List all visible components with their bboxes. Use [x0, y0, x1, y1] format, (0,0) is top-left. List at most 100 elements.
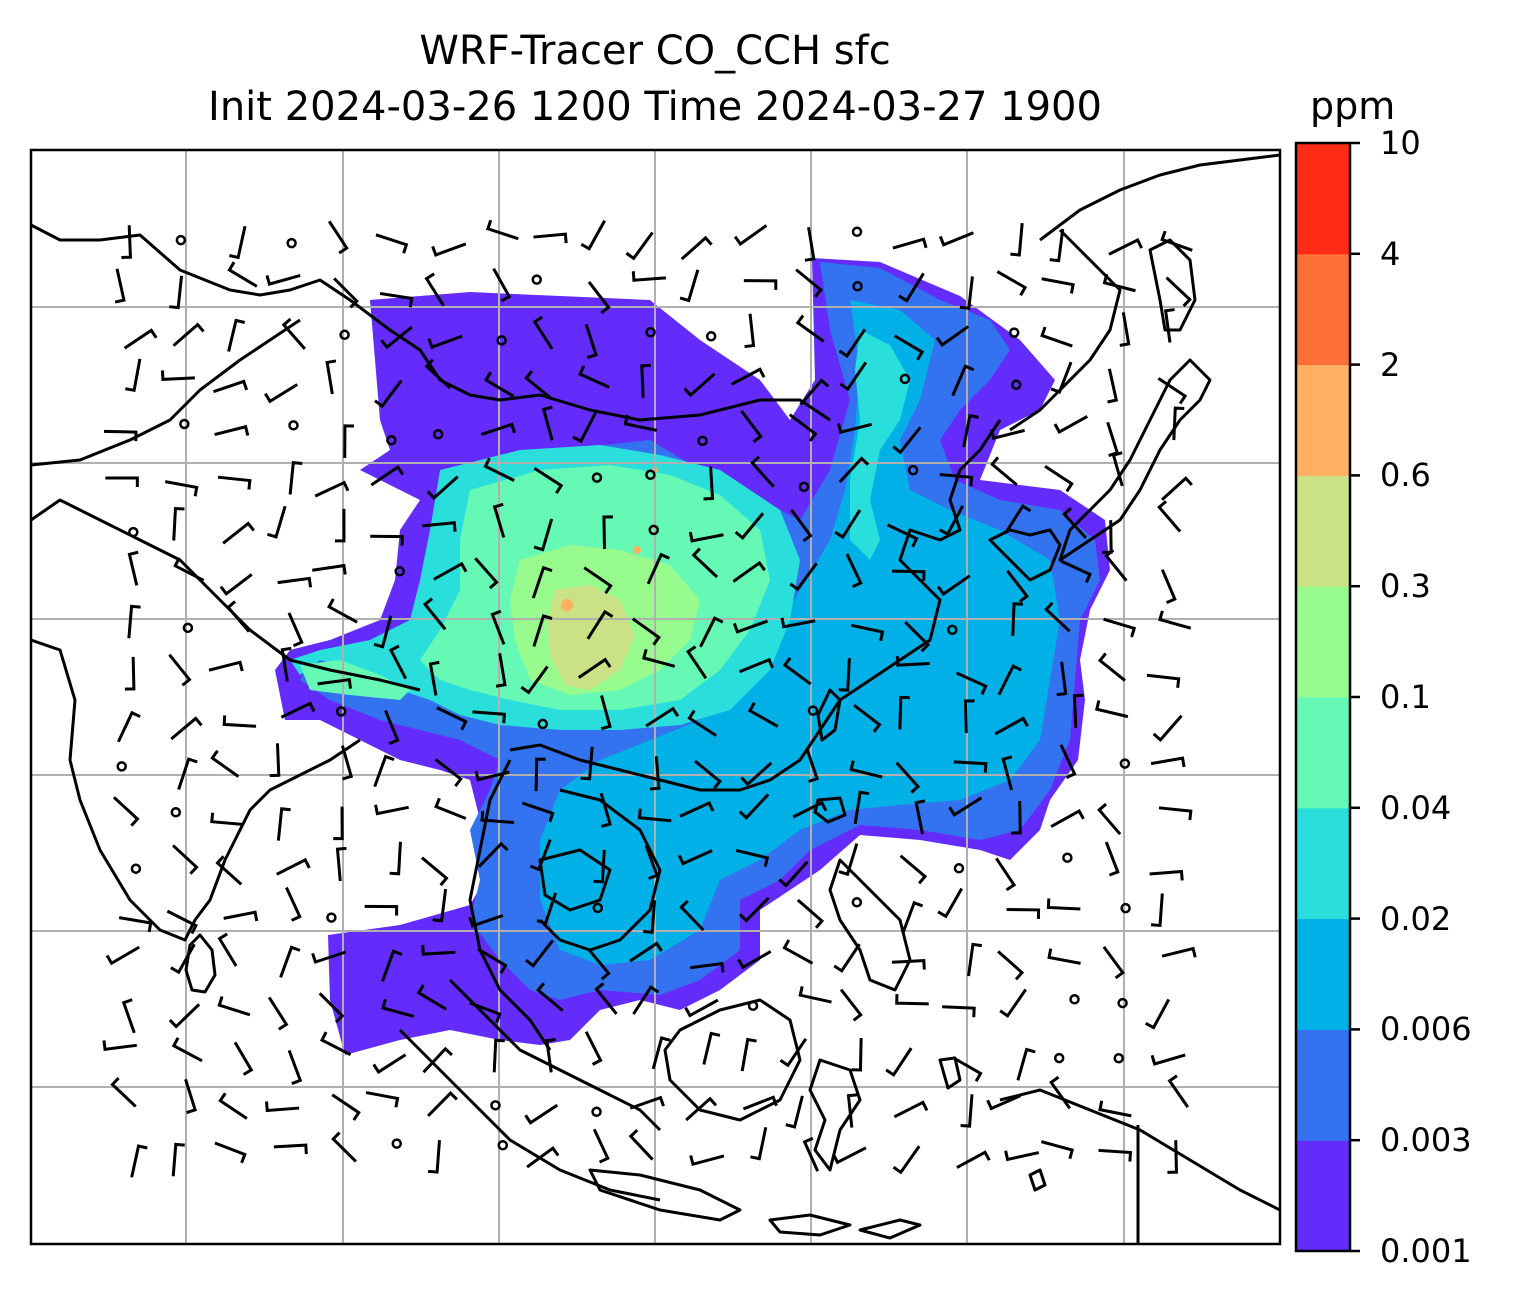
wind-barb — [649, 756, 661, 791]
wind-barb — [1157, 377, 1188, 405]
wind-barb — [422, 1046, 453, 1074]
wind-barb — [694, 759, 722, 790]
calm-wind-marker — [497, 1140, 509, 1151]
wind-barb — [389, 841, 402, 876]
wind-barb — [684, 998, 719, 1018]
wind-barb — [428, 1140, 441, 1174]
wind-barb — [114, 268, 126, 304]
wind-barb — [1102, 273, 1136, 293]
wind-barb — [168, 1003, 201, 1029]
wind-barb — [102, 1040, 137, 1051]
wind-barb — [600, 695, 612, 731]
wind-barb — [105, 476, 139, 487]
wind-barb — [687, 709, 717, 737]
wind-barb — [805, 747, 819, 783]
colorbar-segment — [1296, 918, 1350, 1030]
wind-barb — [521, 801, 555, 823]
wind-barb — [1160, 476, 1193, 501]
wind-barb — [1011, 800, 1022, 835]
wind-barb — [898, 695, 910, 730]
wind-barb — [948, 796, 983, 817]
wind-barb — [1150, 893, 1164, 928]
wind-barb — [105, 945, 141, 966]
calm-wind-marker — [798, 481, 810, 493]
wind-barb — [490, 609, 506, 645]
colorbar-segment — [1296, 143, 1350, 255]
wind-barb — [279, 945, 301, 978]
wind-barb — [1006, 569, 1030, 603]
wind-barb — [798, 986, 832, 1004]
colorbar-segment — [1296, 364, 1350, 476]
wind-barb — [533, 466, 564, 494]
wind-barb — [1006, 907, 1041, 919]
calm-wind-marker — [531, 274, 542, 285]
wind-barb — [265, 1101, 300, 1113]
wind-barb — [436, 706, 468, 731]
wind-barb — [285, 886, 302, 922]
wind-barb — [1016, 1047, 1036, 1081]
wind-barb — [227, 318, 246, 352]
wind-barb — [1146, 673, 1181, 688]
calm-wind-marker — [339, 329, 350, 341]
wind-barb — [468, 914, 504, 928]
wind-barb — [1059, 744, 1077, 780]
wind-barb — [1097, 652, 1126, 682]
wind-barb — [686, 645, 708, 680]
wind-barb — [536, 982, 564, 1012]
wind-barb — [287, 612, 304, 648]
wind-barb — [422, 521, 457, 532]
wind-barb — [335, 846, 347, 882]
wind-barb — [785, 1095, 804, 1129]
wind-barb — [1098, 1148, 1133, 1162]
wind-barb — [1050, 808, 1085, 828]
wind-barb — [743, 279, 778, 290]
wind-barb — [839, 361, 868, 392]
wind-barb — [311, 950, 347, 964]
wind-barb — [312, 563, 347, 575]
wind-barb — [1044, 465, 1074, 493]
wind-barb — [1046, 898, 1081, 911]
wind-barb — [536, 892, 558, 926]
wind-barb — [578, 365, 610, 389]
wind-barb — [734, 512, 765, 540]
wind-barb — [1060, 559, 1092, 584]
calm-wind-marker — [335, 706, 347, 717]
wind-barb — [1165, 276, 1192, 308]
wind-barb — [166, 909, 198, 935]
calm-wind-marker — [953, 863, 965, 874]
wind-barb — [177, 757, 198, 790]
wind-barb — [679, 899, 705, 932]
wind-barb — [623, 414, 658, 432]
wind-barb — [370, 534, 404, 546]
colorbar-tick-label: 2 — [1380, 345, 1401, 384]
wind-barb — [572, 411, 597, 444]
calm-wind-marker — [286, 237, 297, 249]
wind-barb — [1150, 756, 1186, 768]
wind-barb — [1172, 406, 1185, 441]
wind-barb — [832, 1146, 867, 1165]
wind-barb — [952, 1056, 983, 1082]
wind-barb — [750, 455, 775, 488]
wind-barb — [886, 523, 919, 548]
wind-barb — [737, 950, 772, 970]
wind-barb — [477, 947, 508, 974]
wind-barb — [625, 231, 654, 261]
wind-barb — [1144, 998, 1171, 1030]
calm-wind-marker — [1062, 852, 1073, 863]
wind-barb — [318, 992, 345, 1024]
wind-barb — [782, 656, 812, 686]
wind-barb — [730, 367, 766, 386]
wind-barb — [592, 1128, 610, 1164]
colorbar-tick-label: 0.6 — [1380, 456, 1431, 495]
wind-barb — [226, 600, 251, 633]
wind-barb — [895, 656, 930, 667]
calm-wind-marker — [116, 761, 127, 772]
calm-wind-marker — [496, 335, 507, 346]
wind-barb — [319, 1031, 352, 1057]
wind-barb — [171, 1037, 203, 1063]
wind-barb — [960, 1094, 974, 1128]
wind-barb — [891, 959, 926, 970]
wind-barb — [433, 561, 468, 581]
wind-barb — [388, 644, 408, 680]
wind-barb — [584, 323, 598, 359]
